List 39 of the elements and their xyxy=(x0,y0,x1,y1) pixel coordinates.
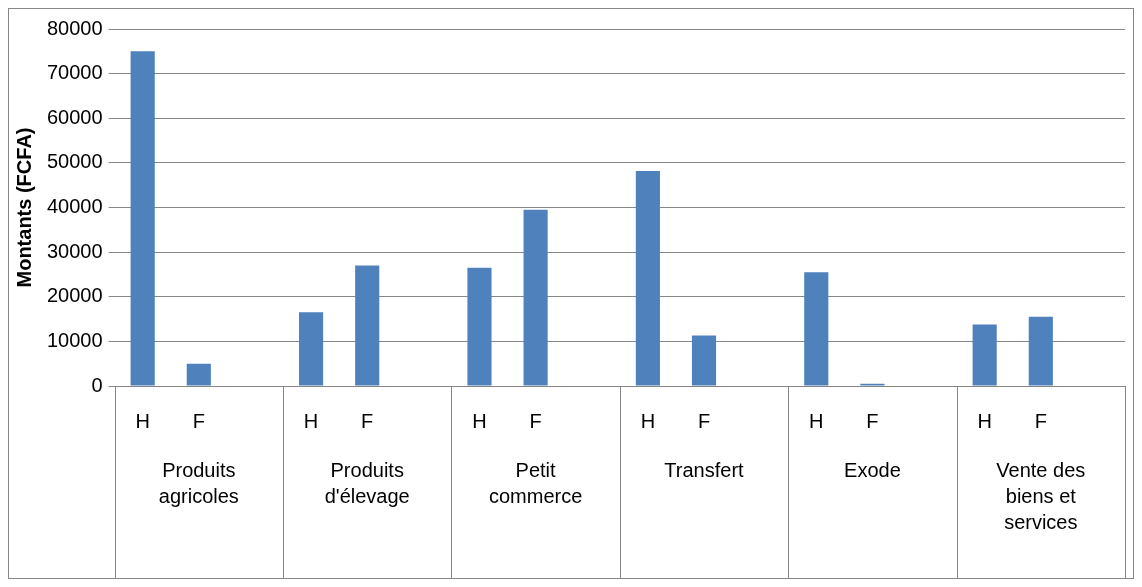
x-tick-label: F xyxy=(1034,409,1047,432)
x-tick-label: H xyxy=(977,409,992,432)
y-tick-label: 30000 xyxy=(46,239,103,262)
x-tick-label: F xyxy=(361,409,374,432)
bar xyxy=(691,335,717,386)
y-tick-label: 20000 xyxy=(46,284,103,307)
bar xyxy=(299,312,324,386)
x-tick-label: H xyxy=(135,409,150,432)
x-tick-label: F xyxy=(697,409,711,432)
bar xyxy=(355,265,380,386)
x-tick-label: H xyxy=(303,409,319,432)
bar xyxy=(972,324,997,386)
y-tick-label: 60000 xyxy=(46,105,103,128)
bar xyxy=(635,170,660,386)
y-tick-label: 70000 xyxy=(46,61,103,84)
y-axis-title: Montants (FCFA) xyxy=(12,127,35,288)
x-tick-label: F xyxy=(529,409,542,432)
y-tick-label: 10000 xyxy=(46,328,103,351)
text: Produits d'élevage xyxy=(324,458,410,507)
bar xyxy=(523,209,548,386)
bar xyxy=(467,267,492,386)
y-tick-label: 50000 xyxy=(46,150,103,173)
x-tick-label: F xyxy=(866,409,879,432)
bar xyxy=(1028,316,1053,386)
bar xyxy=(130,51,155,386)
text: Produits agricoles xyxy=(158,458,239,507)
x-tick-label: H xyxy=(640,409,656,432)
bar xyxy=(804,272,829,386)
text: Vente des biens et services xyxy=(996,458,1086,533)
y-tick-label: 0 xyxy=(91,373,103,396)
text: Exode xyxy=(844,458,901,481)
x-tick-label: H xyxy=(809,409,824,432)
bar xyxy=(186,363,211,386)
y-tick-label: 80000 xyxy=(46,16,103,39)
text: Transfert xyxy=(664,458,745,481)
y-tick-label: 40000 xyxy=(46,195,103,218)
x-tick-label: H xyxy=(472,409,487,432)
x-tick-label: F xyxy=(192,409,205,432)
text: Petit commerce xyxy=(488,458,583,507)
